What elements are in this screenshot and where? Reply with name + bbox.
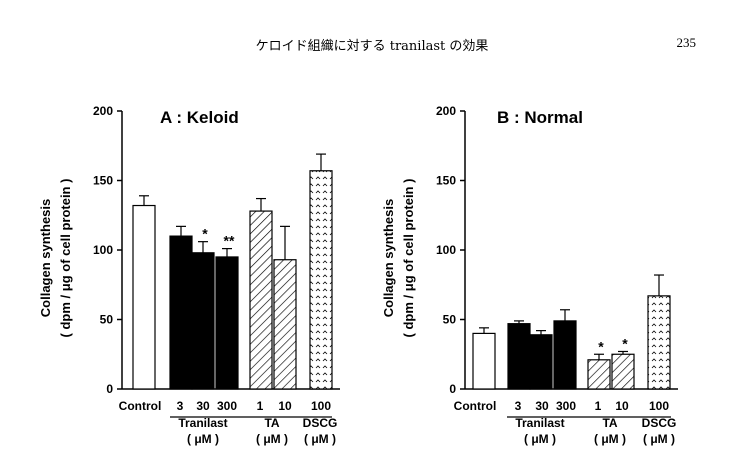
x-tick-label: Control (454, 399, 497, 413)
y-tick-label: 150 (93, 174, 113, 188)
group-unit-label: ( μM ) (256, 432, 288, 446)
y-tick-label: 100 (436, 243, 456, 257)
x-tick-label: 100 (649, 399, 669, 413)
bar-100 (647, 295, 671, 390)
bar-1 (249, 210, 273, 390)
bar-30 (529, 334, 553, 390)
page-title: ケロイド組織に対する tranilast の効果 (255, 39, 489, 54)
y-tick-label: 50 (100, 313, 114, 327)
y-tick-label: 200 (436, 104, 456, 118)
bar-10 (273, 259, 297, 390)
y-axis-label: Collagen synthesis (38, 199, 53, 317)
bar-control (132, 204, 156, 390)
x-tick-label: 30 (196, 399, 210, 413)
chart-panel-keloid: A : Keloid 0 50 100 150 200 Collagen synthesis… (38, 104, 340, 446)
group-label: DSCG (303, 416, 338, 430)
bar-control (472, 332, 496, 390)
y-tick-label: 0 (106, 382, 113, 396)
bar-3 (169, 235, 193, 390)
significance-marker: ** (224, 233, 235, 249)
y-axis-label-units: ( dpm / μg of cell protein ) (401, 179, 416, 338)
group-unit-label: ( μM ) (643, 432, 675, 446)
x-tick-label: 100 (311, 399, 331, 413)
chart-title: B : Normal (497, 108, 583, 127)
group-label: Tranilast (515, 416, 564, 430)
x-tick-label: 3 (515, 399, 522, 413)
bar-30 (191, 252, 215, 390)
significance-marker: * (202, 226, 208, 242)
y-axis-label-units: ( dpm / μg of cell protein ) (58, 179, 73, 338)
group-unit-label: ( μM ) (524, 432, 556, 446)
group-label: TA (602, 416, 617, 430)
bar-10 (611, 353, 635, 390)
bar-100 (309, 170, 333, 390)
page-header: ケロイド組織に対する tranilast の効果 235 (0, 35, 744, 55)
x-tick-label: 1 (257, 399, 264, 413)
chart-title: A : Keloid (160, 108, 239, 127)
group-unit-label: ( μM ) (594, 432, 626, 446)
bar-300 (215, 256, 239, 390)
chart-panel-normal: B : Normal 0 50 100 150 200 Collagen synthesis… (381, 104, 678, 446)
bar-1 (587, 359, 611, 390)
bar-3 (507, 323, 531, 390)
group-unit-label: ( μM ) (187, 432, 219, 446)
group-label: TA (264, 416, 279, 430)
y-tick-label: 0 (449, 382, 456, 396)
x-tick-label: 300 (556, 399, 576, 413)
page-number: 235 (676, 35, 697, 50)
significance-marker: * (598, 338, 604, 354)
x-tick-label: 1 (595, 399, 602, 413)
x-tick-label: 300 (217, 399, 237, 413)
group-label: DSCG (642, 416, 677, 430)
y-tick-label: 100 (93, 243, 113, 257)
x-tick-label: 3 (177, 399, 184, 413)
y-axis-label: Collagen synthesis (381, 199, 396, 317)
significance-marker: * (622, 335, 628, 351)
x-tick-label: 30 (535, 399, 549, 413)
x-tick-label: 10 (278, 399, 292, 413)
group-unit-label: ( μM ) (304, 432, 336, 446)
x-tick-label: 10 (615, 399, 629, 413)
x-tick-label: Control (119, 399, 162, 413)
y-tick-label: 50 (443, 313, 457, 327)
y-tick-label: 150 (436, 174, 456, 188)
bar-300 (553, 320, 577, 390)
y-tick-label: 200 (93, 104, 113, 118)
group-label: Tranilast (178, 416, 227, 430)
